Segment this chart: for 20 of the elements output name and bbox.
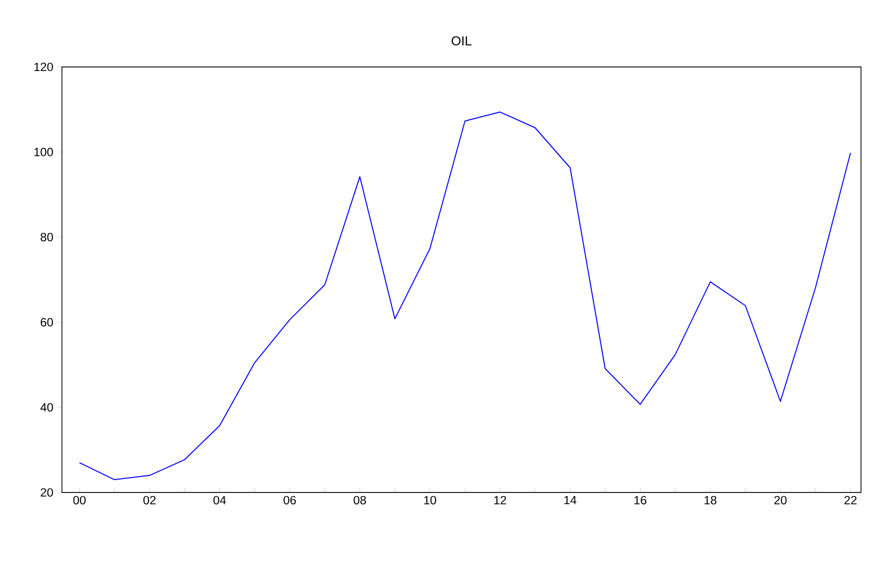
y-tick-label: 120 (34, 62, 53, 71)
x-tick-label: 18 (704, 496, 716, 504)
x-tick-label: 02 (143, 496, 156, 504)
x-tick-label: 14 (564, 496, 576, 504)
x-tick-label: 20 (774, 496, 787, 504)
line-series (78, 111, 852, 480)
x-tick-label: 16 (634, 496, 646, 504)
x-tick-label: 10 (424, 496, 436, 504)
y-tick-label: 100 (34, 148, 53, 156)
x-tick-label: 06 (284, 496, 296, 504)
y-tick-label: 60 (40, 318, 53, 326)
x-tick-label: 22 (844, 496, 857, 504)
x-tick-label: 04 (213, 496, 226, 504)
chart-title: OIL (452, 36, 472, 46)
x-tick-label: 08 (354, 496, 366, 504)
x-tick-label: 00 (73, 496, 86, 504)
y-tick-label: 40 (40, 402, 53, 412)
x-tick-label: 12 (494, 496, 506, 504)
y-tick-label: 80 (40, 232, 53, 242)
y-tick-label: 20 (40, 488, 53, 496)
